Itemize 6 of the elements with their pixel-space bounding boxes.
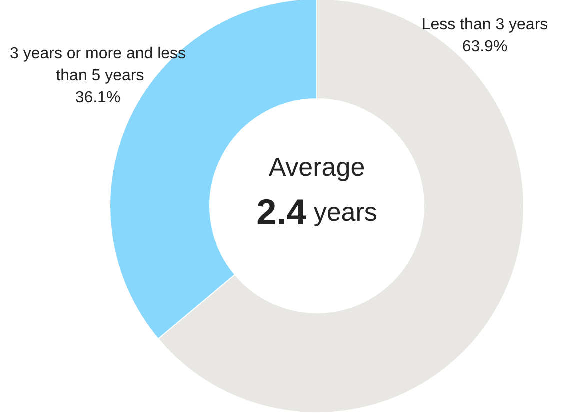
data-label: 36.1% (75, 90, 121, 106)
data-label: 63.9% (462, 38, 508, 56)
slice-label: Less than 3 years (422, 16, 548, 34)
text: 2.4 years (256, 192, 378, 232)
slice-label: 3 years or more and less than 5 years (10, 46, 186, 84)
text: Average (268, 152, 366, 182)
